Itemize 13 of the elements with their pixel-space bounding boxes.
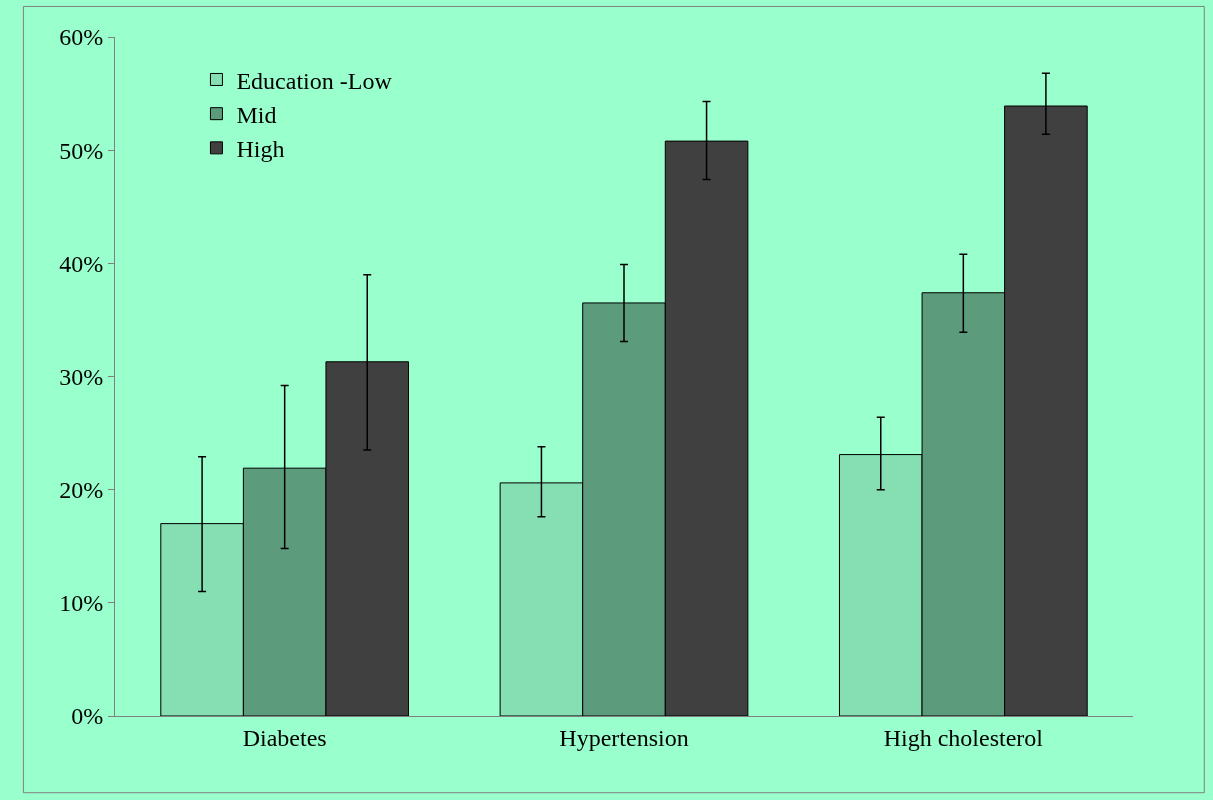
x-tick-label: Hypertension xyxy=(559,724,689,751)
y-tick-label: 60% xyxy=(59,24,104,51)
y-tick-label: 30% xyxy=(59,363,104,390)
x-tick-label: Diabetes xyxy=(242,724,327,751)
y-tick-label: 40% xyxy=(59,250,104,277)
x-tick-label: High cholesterol xyxy=(883,724,1044,751)
y-tick-label: 20% xyxy=(59,477,104,504)
y-tick-label: 50% xyxy=(59,137,104,164)
legend-label: Education -Low xyxy=(236,67,393,94)
legend-label: Mid xyxy=(236,102,277,129)
y-tick-label: 0% xyxy=(71,703,104,730)
legend-label: High xyxy=(236,136,285,163)
y-tick-label: 10% xyxy=(59,590,104,617)
